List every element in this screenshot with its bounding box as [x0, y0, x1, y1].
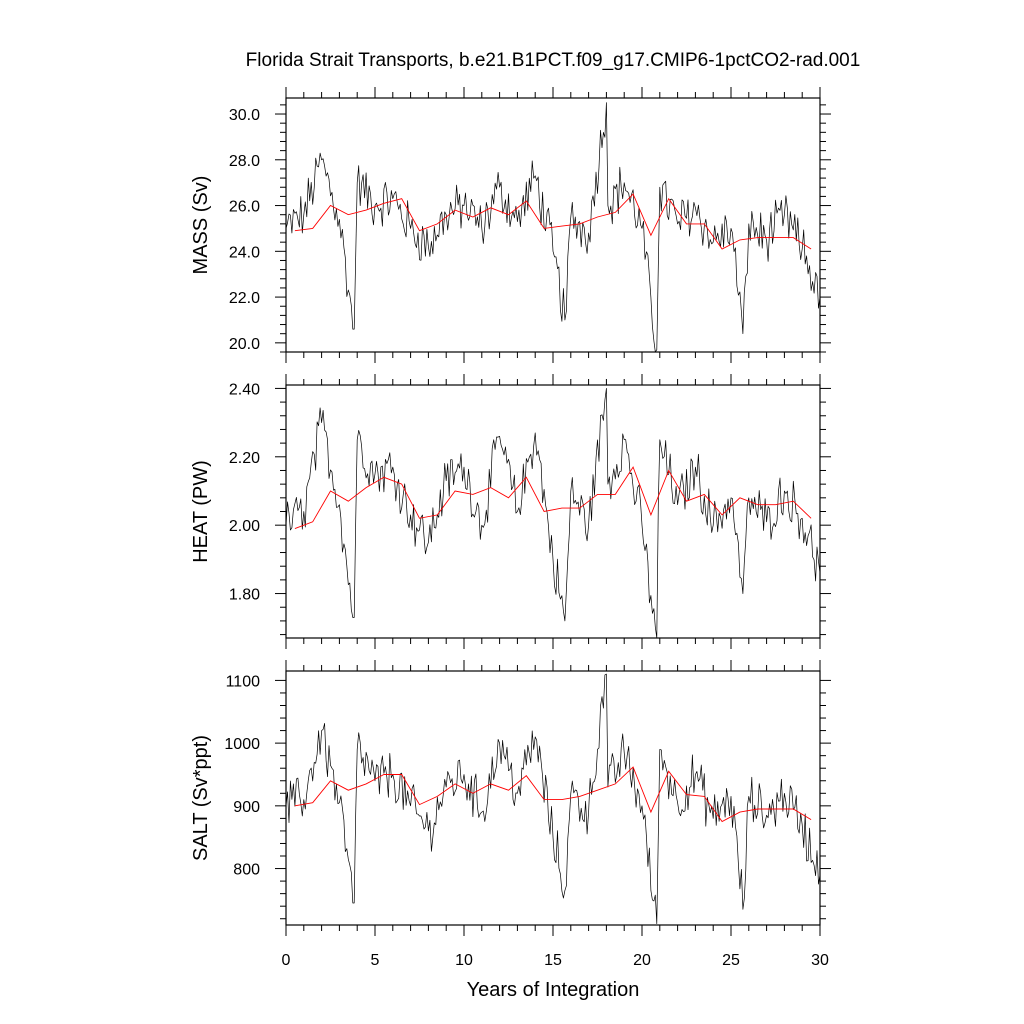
mass-annual-mean-line: [294, 193, 812, 250]
mass-plot-frame: [285, 97, 821, 353]
salt-y-tick-label: 1100: [226, 673, 261, 690]
panels-group: 20.0 22.0 24.0 26.0 28.0 30.0 MASS (Sv) 1.80 2.0…: [190, 87, 831, 969]
heat-monthly-line: [285, 388, 821, 639]
heat-annual-mean-line: [294, 466, 812, 530]
mass-y-tick-label: 22.0: [229, 290, 260, 307]
heat-y-tick-label: 2.40: [229, 381, 260, 398]
heat-y-tick-label: 2.00: [229, 518, 260, 535]
salt-monthly-line: [285, 673, 821, 925]
x-tick-label: 25: [722, 952, 740, 969]
mass-y-tick-label: 24.0: [229, 244, 260, 261]
heat-plot-frame: [285, 384, 821, 639]
x-axis-title: Years of Integration: [467, 979, 640, 1001]
x-tick-label: 0: [282, 952, 291, 969]
mass-monthly-line: [285, 102, 821, 353]
mass-y-axis-title: MASS (Sv): [190, 176, 212, 275]
salt-y-tick-label: 900: [233, 799, 260, 816]
mass-y-tick-label: 30.0: [229, 107, 260, 124]
panel-mass: 20.0 22.0 24.0 26.0 28.0 30.0 MASS (Sv): [190, 87, 831, 363]
salt-y-axis-title: SALT (Sv*ppt): [190, 735, 212, 861]
salt-y-tick-label: 800: [233, 862, 260, 879]
mass-y-tick-label: 26.0: [229, 199, 260, 216]
mass-y-tick-label: 20.0: [229, 336, 260, 353]
panel-salt: 800 900 1000 1100 SALT (Sv*ppt): [190, 660, 831, 936]
heat-y-tick-label: 2.20: [229, 450, 260, 467]
x-tick-label: 10: [455, 952, 473, 969]
salt-annual-mean-line: [294, 766, 812, 823]
panel-heat: 1.80 2.00 2.20 2.40 HEAT (PW): [190, 374, 831, 649]
x-tick-label: 30: [811, 952, 829, 969]
x-tick-label: 5: [371, 952, 380, 969]
chart-title: Florida Strait Transports, b.e21.B1PCT.f…: [246, 50, 861, 71]
mass-y-tick-label: 28.0: [229, 153, 260, 170]
x-tick-label: 20: [633, 952, 651, 969]
heat-y-tick-label: 1.80: [229, 587, 260, 604]
x-tick-label: 15: [544, 952, 562, 969]
salt-y-tick-label: 1000: [224, 736, 260, 753]
heat-y-axis-title: HEAT (PW): [190, 460, 212, 563]
